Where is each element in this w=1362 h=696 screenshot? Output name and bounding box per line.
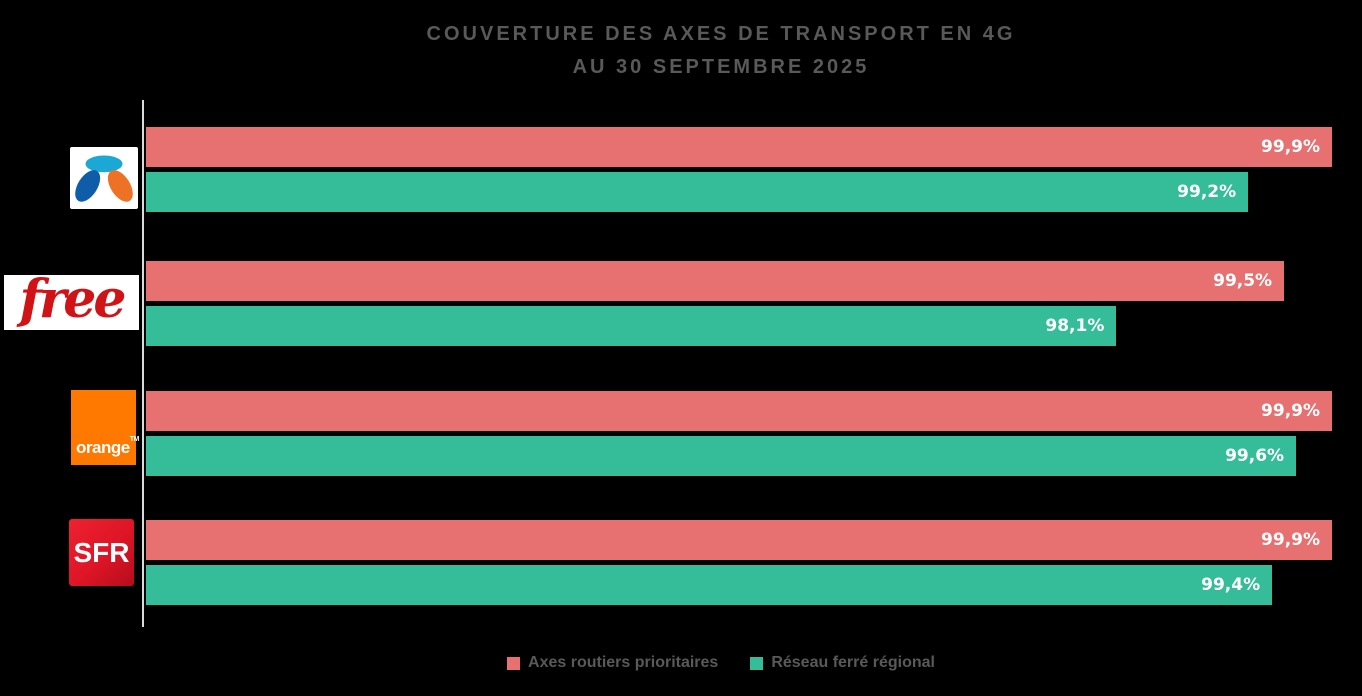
legend-swatch-rail xyxy=(750,656,764,670)
bar-free-roads: 99,5% xyxy=(146,261,1285,301)
chart-title-line1: COUVERTURE DES AXES DE TRANSPORT EN 4G xyxy=(426,23,1016,45)
free-logo: free xyxy=(4,268,139,330)
legend-item-rail: Réseau ferré régional xyxy=(750,654,935,672)
bar-value-label: 99,9% xyxy=(1261,401,1321,421)
bar-value-label: 99,9% xyxy=(1261,137,1321,157)
bar-value-label: 99,2% xyxy=(1177,182,1237,202)
chart-legend: Axes routiers prioritaires Réseau ferré … xyxy=(80,654,1362,672)
sfr-logo: SFR xyxy=(69,519,134,586)
bouygues-telecom-logo xyxy=(70,147,138,209)
bar-value-label: 98,1% xyxy=(1045,316,1105,336)
bar-value-label: 99,9% xyxy=(1261,530,1321,550)
legend-label-roads: Axes routiers prioritaires xyxy=(528,654,719,671)
legend-swatch-roads xyxy=(507,656,521,670)
bar-orange-rail: 99,6% xyxy=(146,436,1297,476)
bar-orange-roads: 99,9% xyxy=(146,391,1333,431)
bar-sfr-rail: 99,4% xyxy=(146,565,1273,605)
y-axis-line xyxy=(142,100,144,627)
free-logo-text: free xyxy=(19,268,127,330)
bar-bouygues-roads: 99,9% xyxy=(146,127,1333,167)
orange-logo-text: orangeTM xyxy=(76,436,140,457)
bar-value-label: 99,6% xyxy=(1225,446,1285,466)
plot-area: 99,9% 99,2% 99,5% 98,1% 99,9% 99,6% 99,9… xyxy=(146,0,1344,696)
bar-value-label: 99,4% xyxy=(1201,575,1261,595)
chart-title-line2: AU 30 SEPTEMBRE 2025 xyxy=(572,56,870,78)
bouygues-ellipses-icon xyxy=(75,155,133,202)
orange-logo: orangeTM xyxy=(71,390,140,465)
bar-free-rail: 98,1% xyxy=(146,306,1117,346)
bar-value-label: 99,5% xyxy=(1213,271,1273,291)
orange-tm-mark: TM xyxy=(129,436,140,443)
bar-bouygues-rail: 99,2% xyxy=(146,172,1249,212)
legend-label-rail: Réseau ferré régional xyxy=(771,654,935,671)
chart-title: COUVERTURE DES AXES DE TRANSPORT EN 4G A… xyxy=(80,18,1362,84)
sfr-logo-text: SFR xyxy=(73,536,130,568)
legend-item-roads: Axes routiers prioritaires xyxy=(507,654,718,672)
bar-sfr-roads: 99,9% xyxy=(146,520,1333,560)
